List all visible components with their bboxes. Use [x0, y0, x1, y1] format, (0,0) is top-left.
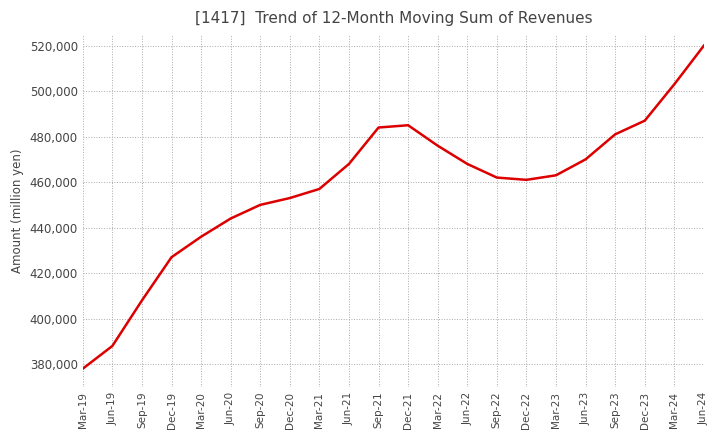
Y-axis label: Amount (million yen): Amount (million yen): [11, 148, 24, 273]
Title: [1417]  Trend of 12-Month Moving Sum of Revenues: [1417] Trend of 12-Month Moving Sum of R…: [194, 11, 592, 26]
